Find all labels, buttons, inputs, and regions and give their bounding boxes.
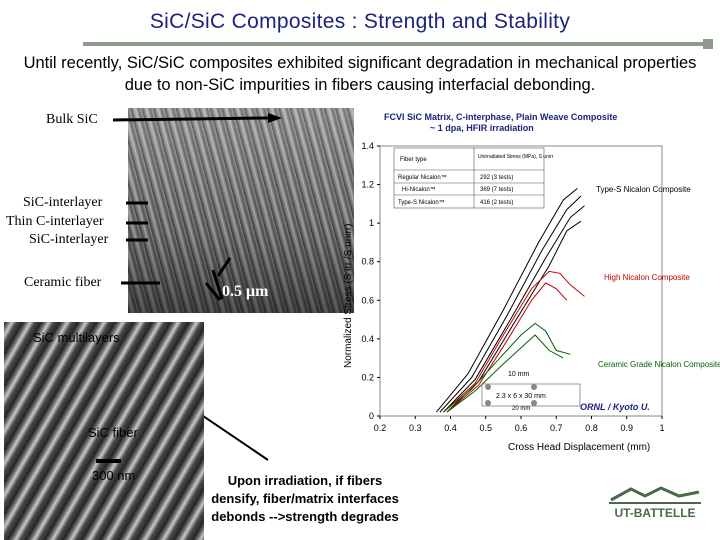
annot-ceramic-grade: Ceramic Grade Nicalon Composite	[598, 360, 720, 369]
x-tick-label: 0.5	[479, 423, 492, 433]
x-tick-label: 0.2	[374, 423, 387, 433]
series-line-8	[446, 334, 564, 413]
y-tick-label: 0.8	[361, 257, 374, 267]
stress-chart: FCVI SiC Matrix, C-interphase, Plain Wea…	[338, 108, 720, 464]
specimen-diagram: 10 mm 2.3 x 6 x 30 mm 20 mm	[481, 371, 581, 412]
series-line-1	[436, 188, 578, 413]
label-bulk-sic: Bulk SiC	[46, 112, 98, 127]
annot-type-s: Type-S Nicalon Composite	[596, 185, 691, 194]
specimen-10mm: 10 mm	[508, 371, 530, 378]
table-row3-stress: 416 (2 tests)	[480, 200, 513, 206]
slide-title: SiC/SiC Composites : Strength and Stabil…	[149, 10, 571, 33]
series-line-5	[443, 270, 585, 413]
label-ceramic-fiber: Ceramic fiber	[24, 275, 102, 290]
conclusion-text: Upon irradiation, if fibers densify, fib…	[211, 473, 399, 524]
y-tick-label: 0.2	[361, 372, 374, 382]
title-rule-end	[703, 39, 713, 49]
data-series	[436, 188, 585, 413]
credit-text: ORNL / Kyoto U.	[580, 402, 650, 412]
series-line-7	[443, 322, 571, 413]
x-tick-label: 0.9	[620, 423, 633, 433]
x-tick-label: 0.7	[550, 423, 563, 433]
table-row2-fiber: Hi-Nicalon™	[402, 186, 436, 193]
ut-battelle-logo: UT-BATTELLE	[609, 486, 701, 520]
y-tick-label: 1	[369, 218, 374, 228]
series-line-3	[443, 205, 585, 413]
label-sic-fiber: SiC fiber	[88, 425, 138, 440]
intro-text: Until recently, SiC/SiC composites exhib…	[23, 54, 697, 94]
label-sic-interlayer-top: SiC-interlayer	[23, 195, 103, 210]
x-axis-label: Cross Head Displacement (mm)	[508, 442, 650, 453]
sem-image-cross-section	[128, 108, 354, 313]
series-line-6	[446, 282, 568, 413]
table-row3-fiber: Type-S Nicalon™	[398, 199, 445, 206]
annot-high-nicalon: High Nicalon Composite	[604, 273, 690, 282]
scale-bar-bottom	[96, 459, 121, 463]
y-axis-ticks: 0 0.2 0.4 0.6 0.8 1 1.2 1.4	[361, 141, 380, 421]
label-sic-multilayers: SiC multilayers	[33, 330, 120, 345]
table-row2-stress: 369 (7 tests)	[480, 187, 513, 193]
x-axis-ticks: 0.2 0.3 0.4 0.5 0.6 0.7 0.8 0.9 1	[374, 416, 665, 433]
table-header-fiber: Fiber type	[400, 157, 427, 163]
x-tick-label: 0.6	[515, 423, 528, 433]
logo-text: UT-BATTELLE	[614, 506, 695, 520]
table-row1-stress: 292 (3 tests)	[480, 175, 513, 181]
x-tick-label: 0.4	[444, 423, 457, 433]
y-tick-label: 0.4	[361, 334, 374, 344]
title-rule	[83, 42, 703, 46]
specimen-size: 2.3 x 6 x 30 mm	[496, 393, 546, 400]
fiber-table: Fiber type Unirradiated Stress (MPa), S …	[393, 147, 554, 209]
specimen-20mm: 20 mm	[512, 406, 530, 412]
scale-label-top: 0.5 μm	[222, 283, 269, 300]
y-tick-label: 0.6	[361, 295, 374, 305]
y-tick-label: 1.4	[361, 141, 374, 151]
table-row1-fiber: Regular Nicalon™	[398, 174, 447, 181]
series-line-2	[439, 195, 582, 413]
y-tick-label: 1.2	[361, 180, 374, 190]
table-header-stress: Unirradiated Stress (MPa), S unirr	[478, 154, 554, 160]
y-tick-label: 0	[369, 411, 374, 421]
label-thin-c-interlayer: Thin C-interlayer	[6, 214, 104, 229]
x-tick-label: 0.3	[409, 423, 422, 433]
chart-title-line1: FCVI SiC Matrix, C-interphase, Plain Wea…	[384, 112, 617, 122]
label-scale-bottom: 300 nm	[92, 468, 136, 483]
chart-svg: FCVI SiC Matrix, C-interphase, Plain Wea…	[343, 112, 720, 453]
chart-title-line2: ~ 1 dpa, HFIR irradiation	[430, 123, 534, 133]
y-axis-label: Normalized Stress (S irr /S unirr)	[343, 224, 354, 368]
x-tick-label: 0.8	[585, 423, 598, 433]
x-tick-label: 1	[659, 423, 664, 433]
label-sic-interlayer-bottom: SiC-interlayer	[29, 232, 109, 247]
sem-image-fiber	[4, 322, 204, 540]
